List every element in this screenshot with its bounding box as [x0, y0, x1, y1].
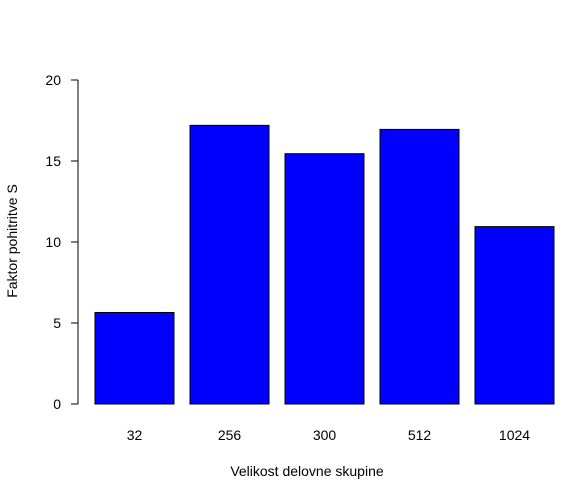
- y-axis: 0 5 10 15 20: [45, 72, 79, 412]
- y-tick-label-20: 20: [45, 72, 61, 88]
- x-axis-label: Velikost delovne skupine: [230, 463, 384, 479]
- x-tick-label-1024: 1024: [499, 427, 530, 443]
- bar-32: [94, 311, 175, 405]
- bar-1024: [474, 226, 555, 405]
- y-tick-label-5: 5: [53, 315, 61, 331]
- y-axis-label: Faktor pohitritve S: [4, 184, 20, 298]
- x-tick-label-32: 32: [127, 427, 143, 443]
- bar-256: [189, 124, 270, 405]
- x-tick-label-256: 256: [218, 427, 242, 443]
- y-tick-label-0: 0: [53, 396, 61, 412]
- x-tick-label-512: 512: [408, 427, 432, 443]
- x-axis: 32 256 300 512 1024: [127, 427, 531, 443]
- bar-512: [379, 128, 460, 405]
- bars-layer: [94, 124, 555, 405]
- y-tick-label-15: 15: [45, 153, 61, 169]
- bar-300: [284, 153, 365, 405]
- y-tick-label-10: 10: [45, 234, 61, 250]
- x-tick-label-300: 300: [313, 427, 337, 443]
